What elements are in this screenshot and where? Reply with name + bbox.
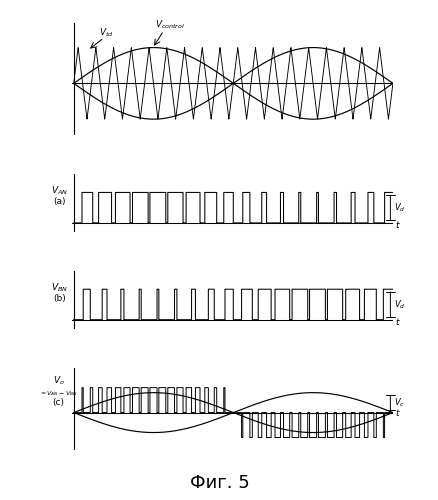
Text: t: t bbox=[395, 318, 398, 327]
Text: $V_{BN}$: $V_{BN}$ bbox=[51, 282, 68, 294]
Text: $V_d$: $V_d$ bbox=[393, 298, 405, 310]
Text: t: t bbox=[395, 222, 398, 230]
Text: t: t bbox=[395, 410, 398, 418]
Text: $V_c$: $V_c$ bbox=[393, 396, 404, 409]
Text: (c): (c) bbox=[53, 398, 64, 406]
Text: (a): (a) bbox=[53, 197, 66, 206]
Text: $= V_{AN} - V_{BN}$: $= V_{AN} - V_{BN}$ bbox=[39, 388, 78, 398]
Text: (b): (b) bbox=[53, 294, 66, 303]
Text: $V_o$: $V_o$ bbox=[53, 375, 64, 388]
Text: $V_{AN}$: $V_{AN}$ bbox=[51, 185, 68, 198]
Text: $V_{td}$: $V_{td}$ bbox=[99, 26, 114, 38]
Text: $V_{control}$: $V_{control}$ bbox=[155, 19, 185, 32]
Text: Фиг. 5: Фиг. 5 bbox=[189, 474, 249, 492]
Text: $V_d$: $V_d$ bbox=[393, 202, 405, 214]
